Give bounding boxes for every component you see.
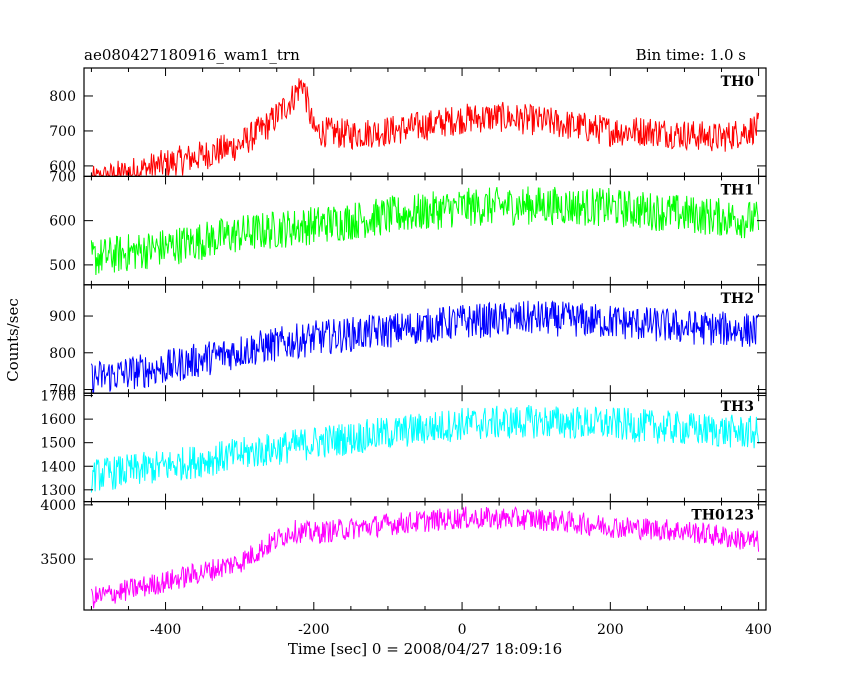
- y-tick-label: 600: [49, 159, 76, 175]
- y-tick-label: 1600: [40, 412, 76, 428]
- y-tick-label: 1400: [40, 459, 76, 475]
- y-tick-label: 1300: [40, 483, 76, 499]
- chart-title-right: Bin time: 1.0 s: [636, 46, 746, 64]
- y-tick-label: 4000: [40, 498, 76, 514]
- series-line-th1: [90, 186, 760, 276]
- y-tick-label: 700: [49, 124, 76, 140]
- y-tick-label: 700: [49, 383, 76, 399]
- y-axis-label: Counts/sec: [4, 298, 22, 382]
- x-tick-label: -400: [150, 622, 181, 638]
- panel-frame-th1: [83, 175, 767, 286]
- x-tick-label: 0: [458, 622, 467, 638]
- series-line-th0: [91, 78, 760, 176]
- y-tick-label: 700: [49, 169, 76, 185]
- panel-label-th0: TH0: [721, 74, 755, 90]
- y-tick-label: 900: [49, 309, 76, 325]
- y-tick-label: 800: [49, 346, 76, 362]
- x-tick-label: 400: [745, 622, 772, 638]
- panels-group: 600700800TH0500600700TH1700800900TH21300…: [40, 67, 772, 638]
- panel-label-th3: TH3: [721, 399, 754, 415]
- y-tick-label: 1700: [40, 389, 76, 405]
- chart-title-left: ae080427180916_wam1_trn: [84, 46, 300, 64]
- x-tick-label: 200: [597, 622, 624, 638]
- series-line-th2: [90, 300, 760, 393]
- x-tick-label: -200: [298, 622, 329, 638]
- y-tick-label: 500: [49, 258, 76, 274]
- panel-frame-th2: [83, 284, 767, 394]
- series-line-th3: [90, 404, 760, 493]
- panel-label-th2: TH2: [721, 291, 754, 307]
- x-axis-label: Time [sec] 0 = 2008/04/27 18:09:16: [288, 640, 562, 658]
- y-tick-label: 600: [49, 214, 76, 230]
- y-tick-label: 3500: [40, 552, 76, 568]
- y-tick-label: 800: [49, 89, 76, 105]
- y-tick-label: 1500: [40, 436, 76, 452]
- panel-label-th0123: TH0123: [691, 508, 754, 524]
- series-line-th0123: [90, 506, 760, 609]
- panel-label-th1: TH1: [721, 182, 754, 198]
- panel-frame-th3: [83, 392, 767, 503]
